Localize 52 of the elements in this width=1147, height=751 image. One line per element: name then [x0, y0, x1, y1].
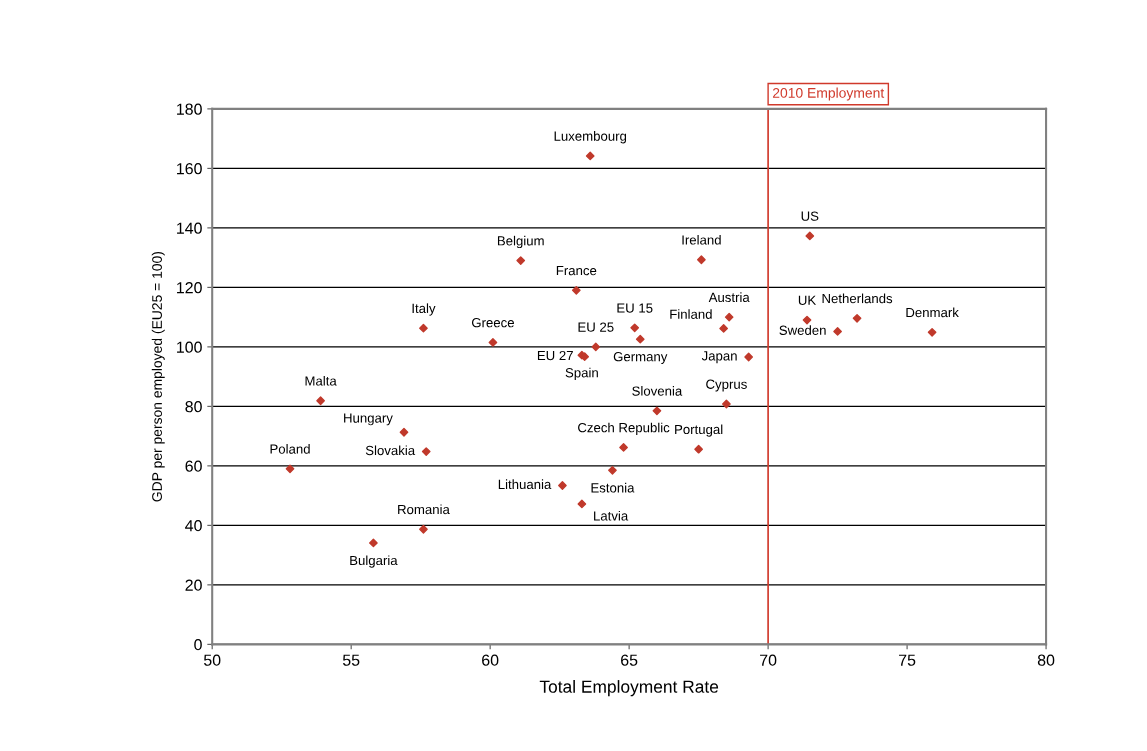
- annotation: US: [801, 211, 819, 221]
- y-tick-label: 140: [177, 222, 202, 234]
- annotation: Germany: [613, 351, 668, 364]
- ref-line-label: 2010 Employment: [772, 87, 885, 101]
- y-tick-label: 100: [177, 341, 202, 353]
- annotation: Slovenia: [632, 386, 683, 396]
- y-tick-label: 80: [185, 401, 202, 413]
- annotation: Cyprus: [706, 379, 747, 392]
- annotation: Romania: [398, 504, 450, 515]
- annotation: Estonia: [591, 482, 635, 493]
- y-tick-label: 180: [177, 103, 202, 115]
- annotation: Latvia: [594, 510, 629, 521]
- x-tick-label: 50: [203, 654, 221, 666]
- annotation: Ireland: [682, 234, 721, 245]
- annotation: Malta: [305, 375, 337, 386]
- annotation: Netherlands: [822, 293, 893, 304]
- y-tick-label: 60: [185, 460, 202, 472]
- annotation: Belgium: [497, 235, 544, 249]
- annotation: Slovakia: [365, 445, 416, 456]
- y-axis-title: GDP per person employed (EU25 = 100): [151, 251, 165, 502]
- annotation: France: [556, 266, 597, 276]
- annotation: Spain: [565, 367, 598, 381]
- annotation: Luxembourg: [554, 131, 627, 144]
- annotation: Denmark: [906, 307, 959, 318]
- y-tick-label: 120: [177, 282, 202, 294]
- x-tick-label: 55: [342, 654, 360, 666]
- annotation: Hungary: [344, 413, 393, 426]
- x-tick-label: 70: [760, 654, 777, 666]
- annotation: Bulgaria: [350, 555, 398, 568]
- y-tick-label: 40: [185, 520, 202, 532]
- y-tick-label: 160: [177, 163, 202, 175]
- x-tick-label: 65: [621, 654, 638, 666]
- y-tick-label: 20: [185, 579, 202, 591]
- x-tick-label: 75: [899, 654, 916, 666]
- annotation: EU 15: [617, 303, 653, 313]
- annotation: Portugal: [675, 424, 723, 437]
- annotation: Sweden: [779, 325, 826, 335]
- x-tick-label: 60: [482, 654, 499, 666]
- annotation: Austria: [708, 292, 750, 303]
- annotation: Poland: [270, 444, 310, 454]
- annotation: UK: [798, 295, 817, 305]
- annotation: Czech Republic: [578, 422, 670, 435]
- annotation: Lithuania: [498, 479, 552, 490]
- annotation: Japan: [701, 351, 737, 364]
- annotation: EU 25: [578, 322, 614, 332]
- x-axis-title: Total Employment Rate: [539, 680, 719, 697]
- annotation: Italy: [412, 303, 436, 316]
- annotation: EU 27: [537, 350, 573, 361]
- annotation: Greece: [471, 317, 514, 328]
- annotation: Finland: [670, 309, 712, 319]
- x-tick-label: 80: [1037, 654, 1055, 666]
- y-tick-label: 0: [194, 638, 202, 651]
